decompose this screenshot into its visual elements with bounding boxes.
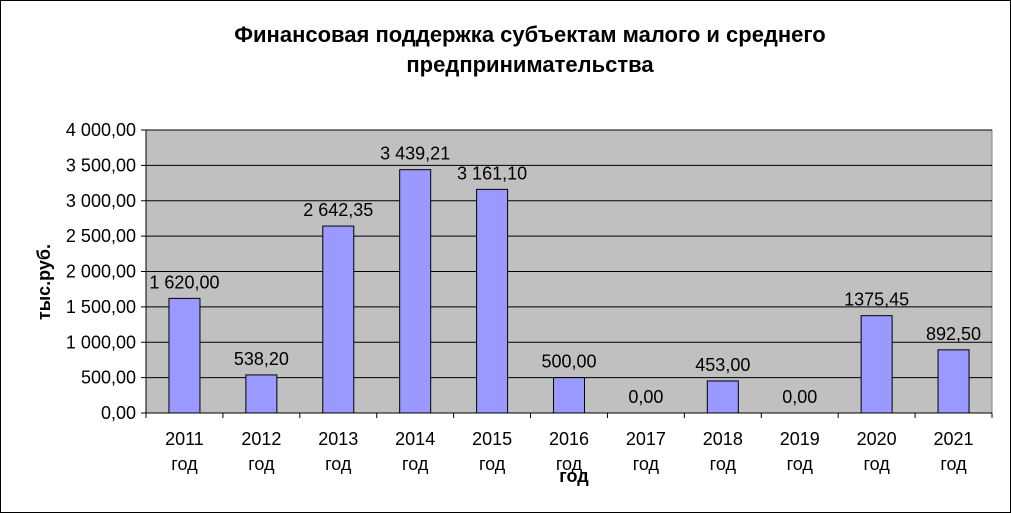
- x-tick-label: год: [940, 454, 967, 474]
- data-label: 538,20: [234, 349, 289, 369]
- x-tick-label: 2011: [165, 429, 204, 449]
- x-tick-label: год: [633, 454, 660, 474]
- y-tick-label: 3 500,00: [66, 155, 136, 175]
- chart-title-line1: Финансовая поддержка субъектам малого и …: [234, 22, 826, 47]
- bar: [937, 349, 970, 414]
- y-tick-label: 4 000,00: [66, 120, 136, 140]
- y-axis-label: тыс.руб.: [34, 244, 54, 320]
- y-tick-label: 1 000,00: [66, 332, 136, 352]
- x-tick-label: год: [863, 454, 890, 474]
- y-axis-ticks: 0,00 500,00 1 000,00 1 500,00 2 000,00 2 500,…: [66, 120, 146, 423]
- data-label: 2 642,35: [303, 200, 373, 220]
- y-tick-label: 0,00: [101, 403, 136, 423]
- x-tick-label: год: [248, 454, 275, 474]
- x-tick-label: год: [171, 454, 198, 474]
- x-tick-label: 2012: [241, 429, 281, 449]
- bar: [245, 374, 278, 414]
- bars: [168, 169, 970, 414]
- chart-title-line2: предпринимательства: [406, 52, 654, 77]
- x-tick-label: 2016: [549, 429, 589, 449]
- y-tick-label: 3 000,00: [66, 191, 136, 211]
- x-tick-label: 2017: [626, 429, 666, 449]
- x-tick-label: год: [710, 454, 737, 474]
- data-label: 0,00: [628, 387, 663, 407]
- x-tick-label: 2021: [934, 429, 974, 449]
- x-tick-label: 2020: [857, 429, 897, 449]
- x-axis-label: год: [559, 466, 589, 486]
- bar: [553, 377, 585, 414]
- bar: [860, 315, 893, 414]
- chart-title: Финансовая поддержка субъектам малого и …: [0, 20, 1011, 80]
- data-label: 1375,45: [844, 290, 909, 310]
- data-label: 3 439,21: [380, 144, 450, 164]
- x-tick-label: 2015: [472, 429, 512, 449]
- x-tick-label: год: [787, 454, 814, 474]
- data-label: 500,00: [541, 352, 596, 372]
- y-tick-label: 1 500,00: [66, 297, 136, 317]
- bar: [706, 380, 739, 414]
- x-axis-ticks: 2011 год 2012 год 2013 год 2014 год 2015 год 2016 г…: [145, 413, 993, 474]
- data-label: 3 161,10: [457, 163, 527, 183]
- gridlines: [146, 129, 992, 379]
- data-label: 453,00: [695, 355, 750, 375]
- data-labels: 1 620,00 538,20 2 642,35 3 439,21 3 161,10 50…: [149, 144, 981, 407]
- data-label: 1 620,00: [149, 272, 219, 292]
- bar: [399, 169, 432, 414]
- x-tick-label: 2014: [395, 429, 435, 449]
- bar: [322, 225, 355, 414]
- x-tick-label: год: [402, 454, 429, 474]
- x-tick-label: год: [325, 454, 352, 474]
- x-tick-label: год: [479, 454, 506, 474]
- y-tick-label: 500,00: [81, 368, 136, 388]
- x-tick-label: 2019: [780, 429, 820, 449]
- x-tick-label: 2013: [318, 429, 358, 449]
- x-tick-label: год: [556, 454, 583, 474]
- data-label: 0,00: [782, 387, 817, 407]
- y-tick-label: 2 500,00: [66, 226, 136, 246]
- y-tick-label: 2 000,00: [66, 262, 136, 282]
- bar: [168, 297, 201, 414]
- x-tick-label: 2018: [703, 429, 743, 449]
- bar: [476, 188, 509, 414]
- data-label: 892,50: [926, 324, 981, 344]
